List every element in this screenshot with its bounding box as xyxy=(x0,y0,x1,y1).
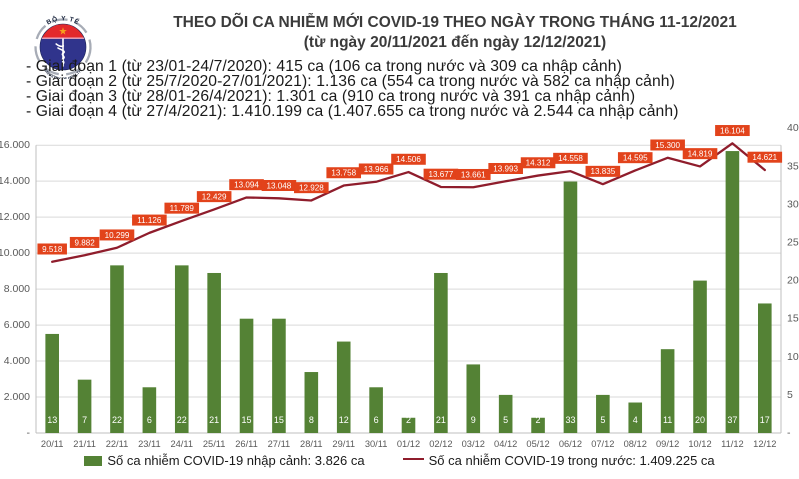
svg-text:-: - xyxy=(27,427,31,439)
svg-text:13.094: 13.094 xyxy=(234,180,259,189)
svg-text:7: 7 xyxy=(82,415,87,425)
svg-text:04/12: 04/12 xyxy=(494,439,517,449)
svg-text:14.621: 14.621 xyxy=(752,153,777,162)
svg-text:6: 6 xyxy=(147,415,152,425)
svg-text:15: 15 xyxy=(242,415,252,425)
svg-text:13.048: 13.048 xyxy=(267,181,292,190)
svg-text:12/12: 12/12 xyxy=(753,439,776,449)
svg-text:22: 22 xyxy=(112,415,122,425)
svg-text:13.993: 13.993 xyxy=(493,164,518,173)
svg-text:10: 10 xyxy=(787,351,799,363)
svg-text:13.661: 13.661 xyxy=(461,170,486,179)
svg-text:5: 5 xyxy=(787,389,793,401)
svg-text:14.819: 14.819 xyxy=(688,149,713,158)
svg-text:13.677: 13.677 xyxy=(429,170,454,179)
svg-text:14.506: 14.506 xyxy=(396,155,421,164)
svg-text:9.518: 9.518 xyxy=(42,245,63,254)
svg-text:30: 30 xyxy=(787,198,799,210)
svg-text:12: 12 xyxy=(339,415,349,425)
svg-text:9.882: 9.882 xyxy=(74,238,95,247)
svg-text:15: 15 xyxy=(787,313,799,325)
svg-text:02/12: 02/12 xyxy=(429,439,452,449)
svg-text:22/11: 22/11 xyxy=(106,439,129,449)
svg-text:27/11: 27/11 xyxy=(268,439,291,449)
svg-text:5: 5 xyxy=(503,415,508,425)
svg-text:17: 17 xyxy=(760,415,770,425)
svg-text:14.558: 14.558 xyxy=(558,154,583,163)
svg-text:25/11: 25/11 xyxy=(203,439,226,449)
svg-text:14.595: 14.595 xyxy=(623,153,648,162)
svg-text:29/11: 29/11 xyxy=(332,439,355,449)
svg-text:20/11: 20/11 xyxy=(41,439,64,449)
svg-text:15.300: 15.300 xyxy=(655,141,680,150)
svg-text:16.104: 16.104 xyxy=(720,126,745,135)
svg-text:4.000: 4.000 xyxy=(4,355,30,367)
svg-text:2.000: 2.000 xyxy=(4,391,30,403)
svg-text:03/12: 03/12 xyxy=(462,439,485,449)
svg-text:01/12: 01/12 xyxy=(397,439,420,449)
svg-text:09/12: 09/12 xyxy=(656,439,679,449)
svg-text:26/11: 26/11 xyxy=(235,439,258,449)
svg-text:25: 25 xyxy=(787,237,799,249)
svg-text:24/11: 24/11 xyxy=(170,439,193,449)
svg-text:20: 20 xyxy=(695,415,705,425)
svg-text:05/12: 05/12 xyxy=(526,439,549,449)
svg-text:15: 15 xyxy=(274,415,284,425)
svg-text:33: 33 xyxy=(565,415,575,425)
svg-text:21: 21 xyxy=(436,415,446,425)
svg-text:4: 4 xyxy=(633,415,638,425)
svg-text:2: 2 xyxy=(406,415,411,425)
svg-text:13: 13 xyxy=(47,415,57,425)
svg-text:11.126: 11.126 xyxy=(137,216,162,225)
svg-text:14.312: 14.312 xyxy=(526,159,551,168)
svg-text:12.928: 12.928 xyxy=(299,183,324,192)
svg-text:6.000: 6.000 xyxy=(4,319,30,331)
svg-text:11: 11 xyxy=(663,415,672,425)
svg-text:06/12: 06/12 xyxy=(559,439,582,449)
svg-text:6: 6 xyxy=(374,415,379,425)
svg-text:13.758: 13.758 xyxy=(331,169,356,178)
svg-text:11/12: 11/12 xyxy=(721,439,744,449)
svg-text:10.299: 10.299 xyxy=(105,231,130,240)
svg-text:13.966: 13.966 xyxy=(364,165,389,174)
svg-text:10.000: 10.000 xyxy=(0,247,30,259)
svg-text:07/12: 07/12 xyxy=(591,439,614,449)
svg-text:10/12: 10/12 xyxy=(688,439,711,449)
svg-text:23/11: 23/11 xyxy=(138,439,161,449)
svg-text:12.000: 12.000 xyxy=(0,211,30,223)
svg-text:30/11: 30/11 xyxy=(365,439,388,449)
svg-text:8.000: 8.000 xyxy=(4,283,30,295)
svg-text:14.000: 14.000 xyxy=(0,175,30,187)
svg-text:20: 20 xyxy=(787,275,799,287)
svg-text:9: 9 xyxy=(471,415,476,425)
svg-text:13.835: 13.835 xyxy=(590,167,615,176)
svg-text:37: 37 xyxy=(727,415,737,425)
svg-text:22: 22 xyxy=(177,415,187,425)
svg-text:40: 40 xyxy=(787,122,799,134)
svg-text:2: 2 xyxy=(536,415,541,425)
svg-text:-: - xyxy=(787,427,791,439)
svg-text:8: 8 xyxy=(309,415,314,425)
svg-text:35: 35 xyxy=(787,160,799,172)
svg-text:21/11: 21/11 xyxy=(73,439,96,449)
svg-text:28/11: 28/11 xyxy=(300,439,323,449)
svg-text:08/12: 08/12 xyxy=(624,439,647,449)
svg-text:11.789: 11.789 xyxy=(170,204,195,213)
svg-text:16.000: 16.000 xyxy=(0,139,30,151)
svg-text:12.429: 12.429 xyxy=(202,192,227,201)
svg-text:21: 21 xyxy=(209,415,219,425)
svg-text:5: 5 xyxy=(600,415,605,425)
